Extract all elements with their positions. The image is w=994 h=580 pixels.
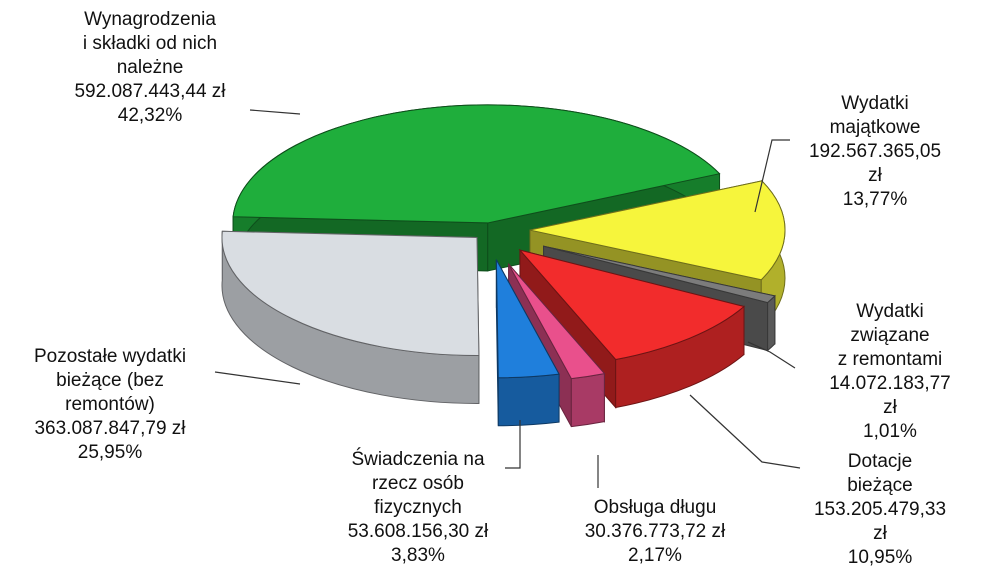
slice-top xyxy=(529,180,786,281)
slice-label: Świadczenia na rzecz osób fizycznych 53.6… xyxy=(348,448,489,568)
category-name: Obsługa długu xyxy=(593,497,717,518)
slice-top xyxy=(221,230,480,356)
percent-label: 10,95% xyxy=(847,547,913,568)
category-name: Wydatki majątkowe xyxy=(829,93,921,138)
slice-label: Wynagrodzenia i składki od nich należne 5… xyxy=(74,8,225,128)
category-name: Świadczenia na rzecz osób fizycznych xyxy=(351,449,485,518)
slice-side xyxy=(570,372,605,428)
amount-label: 30.376.773,72 zł xyxy=(584,521,726,542)
category-name: Dotacje bieżące xyxy=(847,451,913,496)
leader-line xyxy=(249,109,301,115)
pie-slice xyxy=(221,230,480,404)
pie-slice xyxy=(495,259,560,427)
slice-top xyxy=(508,263,606,380)
slice-label: Dotacje bieżące 153.205.479,33 zł 10,95% xyxy=(814,450,946,570)
slice-side xyxy=(497,373,560,427)
category-name: Wynagrodzenia i składki od nich należne xyxy=(82,9,218,78)
slice-top xyxy=(232,104,721,224)
slice-label: Wydatki związane z remontami 14.072.183,7… xyxy=(829,300,951,444)
percent-label: 1,01% xyxy=(863,421,917,442)
category-name: Wydatki związane z remontami xyxy=(837,301,943,370)
slice-label: Wydatki majątkowe 192.567.365,05 zł 13,77% xyxy=(809,92,941,212)
slice-label: Pozostałe wydatki bieżące (bez remontów)… xyxy=(34,345,186,465)
amount-label: 53.608.156,30 zł xyxy=(347,521,489,542)
amount-label: 14.072.183,77 zł xyxy=(829,373,951,418)
percent-label: 3,83% xyxy=(391,545,445,566)
amount-label: 153.205.479,33 zł xyxy=(813,499,947,544)
percent-label: 25,95% xyxy=(77,442,143,463)
percent-label: 13,77% xyxy=(842,189,908,210)
slice-top xyxy=(543,245,776,304)
amount-label: 592.087.443,44 zł xyxy=(74,81,226,102)
amount-label: 363.087.847,79 zł xyxy=(34,418,186,439)
leader-line xyxy=(689,394,801,469)
slice-label: Obsługa długu 30.376.773,72 zł 2,17% xyxy=(585,496,726,568)
leader-line xyxy=(214,371,301,385)
slice-top xyxy=(518,249,746,361)
slice-top xyxy=(495,259,560,379)
amount-label: 192.567.365,05 zł xyxy=(808,141,942,186)
leader-line xyxy=(747,341,796,369)
slice-side xyxy=(767,294,776,352)
leader-line xyxy=(505,420,521,469)
category-name: Pozostałe wydatki bieżące (bez remontów) xyxy=(33,346,187,415)
percent-label: 2,17% xyxy=(628,545,682,566)
leader-line xyxy=(754,139,790,213)
percent-label: 42,32% xyxy=(117,105,183,126)
